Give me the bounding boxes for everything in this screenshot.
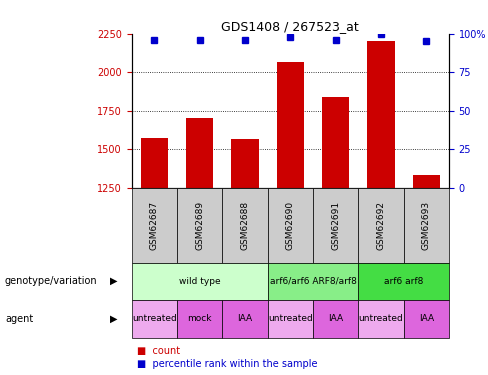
Bar: [223, 300, 268, 338]
Text: untreated: untreated: [359, 314, 404, 323]
Text: untreated: untreated: [132, 314, 177, 323]
Bar: [132, 300, 177, 338]
Text: genotype/variation: genotype/variation: [5, 276, 98, 286]
Bar: [277, 62, 304, 188]
Text: GSM62688: GSM62688: [241, 200, 249, 250]
Text: ■  percentile rank within the sample: ■ percentile rank within the sample: [137, 359, 317, 369]
Text: mock: mock: [187, 314, 212, 323]
Text: untreated: untreated: [268, 314, 313, 323]
Bar: [358, 262, 449, 300]
Text: IAA: IAA: [238, 314, 253, 323]
Text: GSM62691: GSM62691: [331, 200, 340, 250]
Bar: [404, 188, 449, 262]
Bar: [186, 118, 213, 188]
Text: IAA: IAA: [328, 314, 343, 323]
Text: GSM62687: GSM62687: [150, 200, 159, 250]
Bar: [322, 97, 349, 188]
Bar: [268, 188, 313, 262]
Bar: [132, 188, 177, 262]
Bar: [141, 138, 168, 188]
Bar: [358, 188, 404, 262]
Text: arf6 arf8: arf6 arf8: [384, 277, 423, 286]
Text: ▶: ▶: [110, 314, 117, 324]
Text: agent: agent: [5, 314, 33, 324]
Text: GSM62690: GSM62690: [286, 200, 295, 250]
Bar: [313, 188, 358, 262]
Bar: [132, 262, 268, 300]
Bar: [177, 300, 223, 338]
Bar: [231, 139, 259, 188]
Title: GDS1408 / 267523_at: GDS1408 / 267523_at: [222, 20, 359, 33]
Text: ■  count: ■ count: [137, 346, 180, 355]
Bar: [367, 42, 395, 188]
Bar: [358, 300, 404, 338]
Bar: [223, 188, 268, 262]
Text: IAA: IAA: [419, 314, 434, 323]
Text: GSM62693: GSM62693: [422, 200, 431, 250]
Bar: [177, 188, 223, 262]
Bar: [413, 175, 440, 188]
Text: GSM62689: GSM62689: [195, 200, 204, 250]
Bar: [313, 300, 358, 338]
Text: GSM62692: GSM62692: [376, 201, 386, 249]
Text: wild type: wild type: [179, 277, 221, 286]
Bar: [268, 300, 313, 338]
Bar: [404, 300, 449, 338]
Text: arf6/arf6 ARF8/arf8: arf6/arf6 ARF8/arf8: [269, 277, 356, 286]
Text: ▶: ▶: [110, 276, 117, 286]
Bar: [268, 262, 358, 300]
